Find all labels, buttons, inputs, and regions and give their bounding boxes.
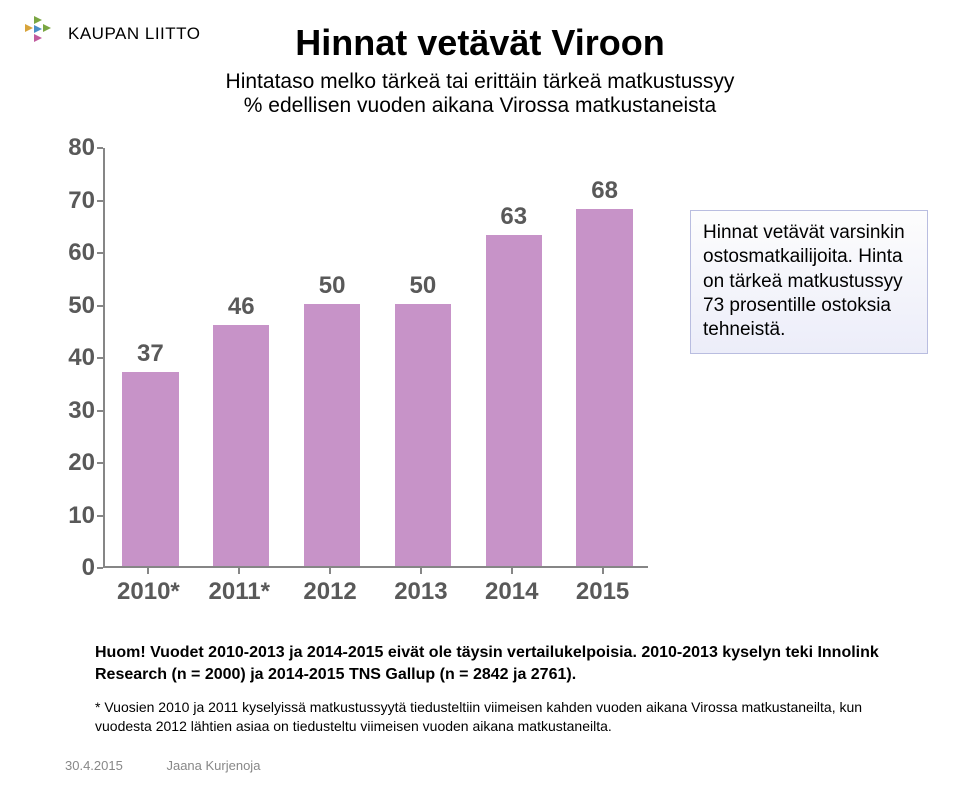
bar: 50 xyxy=(395,304,451,567)
bar-value-label: 46 xyxy=(213,293,269,321)
x-tick-mark xyxy=(602,568,604,574)
y-tick-label: 70 xyxy=(55,187,95,215)
bar-value-label: 50 xyxy=(395,272,451,300)
title-block: Hinnat vetävät Viroon Hintataso melko tä… xyxy=(0,22,960,118)
bar-value-label: 63 xyxy=(486,203,542,231)
footnote-text: * Vuosien 2010 ja 2011 kyselyissä matkus… xyxy=(95,698,885,736)
subtitle-line-1: Hintataso melko tärkeä tai erittäin tärk… xyxy=(0,70,960,94)
y-tick-mark xyxy=(97,462,103,464)
x-tick-label: 2014 xyxy=(485,578,538,606)
page-title: Hinnat vetävät Viroon xyxy=(0,22,960,64)
bar: 68 xyxy=(576,209,632,566)
bar-value-label: 50 xyxy=(304,272,360,300)
y-tick-label: 20 xyxy=(55,449,95,477)
y-tick-label: 0 xyxy=(55,554,95,582)
x-tick-mark xyxy=(329,568,331,574)
x-tick-mark xyxy=(511,568,513,574)
x-tick-label: 2012 xyxy=(303,578,356,606)
bar-value-label: 68 xyxy=(576,177,632,205)
y-tick-mark xyxy=(97,567,103,569)
x-tick-mark xyxy=(238,568,240,574)
y-tick-mark xyxy=(97,357,103,359)
x-tick-mark xyxy=(147,568,149,574)
y-tick-label: 50 xyxy=(55,292,95,320)
x-tick-mark xyxy=(420,568,422,574)
plot-area: 374650506368 xyxy=(103,148,648,568)
y-tick-label: 30 xyxy=(55,397,95,425)
y-tick-mark xyxy=(97,410,103,412)
footer: 30.4.2015 Jaana Kurjenoja xyxy=(65,758,260,773)
y-tick-label: 10 xyxy=(55,502,95,530)
bar: 37 xyxy=(122,372,178,566)
footer-date: 30.4.2015 xyxy=(65,758,123,773)
x-tick-label: 2013 xyxy=(394,578,447,606)
x-tick-label: 2010* xyxy=(117,578,180,606)
y-tick-mark xyxy=(97,515,103,517)
bar-value-label: 37 xyxy=(122,340,178,368)
bar: 50 xyxy=(304,304,360,567)
subtitle-line-2: % edellisen vuoden aikana Virossa matkus… xyxy=(0,94,960,118)
y-tick-mark xyxy=(97,147,103,149)
x-tick-label: 2015 xyxy=(576,578,629,606)
y-tick-label: 40 xyxy=(55,344,95,372)
note-text: Huom! Vuodet 2010-2013 ja 2014-2015 eivä… xyxy=(95,642,885,685)
footer-author: Jaana Kurjenoja xyxy=(166,758,260,773)
bar-chart: 374650506368 01020304050607080 2010*2011… xyxy=(55,148,665,608)
y-tick-mark xyxy=(97,252,103,254)
x-tick-label: 2011* xyxy=(209,578,270,606)
y-tick-mark xyxy=(97,200,103,202)
bar: 46 xyxy=(213,325,269,567)
bar: 63 xyxy=(486,235,542,566)
y-tick-label: 80 xyxy=(55,134,95,162)
y-tick-mark xyxy=(97,305,103,307)
y-tick-label: 60 xyxy=(55,239,95,267)
annotation-box: Hinnat vetävät varsinkin ostosmatkailijo… xyxy=(690,210,928,354)
